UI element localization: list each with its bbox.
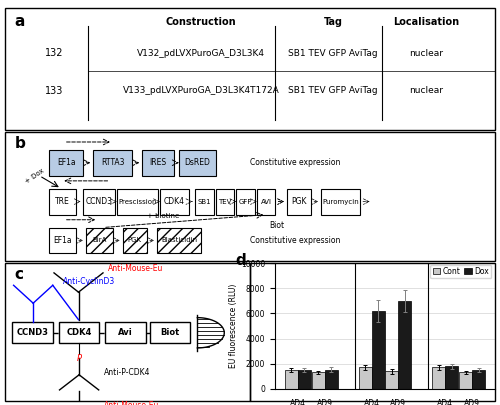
Text: Anti-CyclinD3: Anti-CyclinD3: [62, 277, 115, 286]
Bar: [358, 367, 372, 389]
FancyBboxPatch shape: [257, 189, 276, 215]
Text: GFP: GFP: [239, 198, 252, 205]
Bar: [432, 367, 446, 389]
Text: Anti-Mouse-Eu: Anti-Mouse-Eu: [108, 264, 164, 273]
Text: Anti-P-CDK4: Anti-P-CDK4: [104, 367, 150, 377]
FancyBboxPatch shape: [93, 150, 132, 176]
FancyBboxPatch shape: [49, 150, 84, 176]
Bar: [298, 370, 311, 389]
Text: Localisation: Localisation: [394, 17, 460, 27]
Text: + Dox: + Dox: [24, 167, 46, 184]
Text: CDK4: CDK4: [66, 328, 92, 337]
Text: EF1a: EF1a: [54, 236, 72, 245]
Bar: [372, 311, 384, 389]
FancyBboxPatch shape: [84, 189, 115, 215]
Text: CDK4: CDK4: [164, 197, 185, 206]
FancyBboxPatch shape: [49, 228, 76, 254]
Text: Constitutive expression: Constitutive expression: [250, 158, 340, 167]
FancyBboxPatch shape: [116, 189, 158, 215]
FancyBboxPatch shape: [321, 189, 360, 215]
Text: Avi: Avi: [118, 328, 133, 337]
Text: Prescission: Prescission: [118, 198, 157, 205]
Text: Blasticidin: Blasticidin: [161, 237, 197, 243]
Bar: [312, 373, 324, 389]
Text: CCND3: CCND3: [16, 328, 48, 337]
Text: 133: 133: [45, 86, 63, 96]
Text: SB1 TEV GFP AviTag: SB1 TEV GFP AviTag: [288, 86, 378, 95]
Text: Tag: Tag: [324, 17, 343, 27]
FancyBboxPatch shape: [179, 150, 216, 176]
Text: EF1a: EF1a: [57, 158, 76, 167]
Text: DsRED: DsRED: [184, 158, 210, 167]
Bar: [446, 366, 458, 389]
Text: AVI: AVI: [260, 198, 272, 205]
FancyBboxPatch shape: [86, 228, 113, 254]
FancyBboxPatch shape: [12, 322, 53, 343]
Text: Constitutive expression: Constitutive expression: [250, 236, 340, 245]
FancyBboxPatch shape: [49, 189, 76, 215]
Text: SB1 TEV GFP AviTag: SB1 TEV GFP AviTag: [288, 49, 378, 58]
Text: P: P: [76, 354, 82, 363]
Bar: [398, 301, 411, 389]
Bar: [472, 370, 485, 389]
Bar: [459, 373, 472, 389]
FancyBboxPatch shape: [236, 189, 255, 215]
Text: IRES: IRES: [150, 158, 166, 167]
Text: Biot: Biot: [270, 221, 284, 230]
Text: SB1: SB1: [198, 198, 211, 205]
Bar: [285, 370, 298, 389]
Text: Construction: Construction: [166, 17, 236, 27]
Text: a: a: [15, 14, 25, 29]
Text: BirA: BirA: [92, 237, 106, 243]
Text: PGK: PGK: [128, 237, 142, 243]
Text: V133_pdLVXPuroGA_D3L3K4T172A: V133_pdLVXPuroGA_D3L3K4T172A: [122, 86, 280, 95]
Text: PGK: PGK: [291, 197, 307, 206]
FancyBboxPatch shape: [216, 189, 234, 215]
Text: Puromycin: Puromycin: [322, 198, 359, 205]
FancyBboxPatch shape: [160, 189, 189, 215]
FancyBboxPatch shape: [195, 189, 214, 215]
FancyBboxPatch shape: [287, 189, 311, 215]
FancyBboxPatch shape: [142, 150, 174, 176]
Text: c: c: [15, 267, 24, 282]
Text: TRE: TRE: [55, 197, 70, 206]
Text: nuclear: nuclear: [410, 86, 444, 95]
Text: nuclear: nuclear: [410, 49, 444, 58]
Text: d: d: [236, 253, 246, 268]
Legend: Cont, Dox: Cont, Dox: [430, 264, 491, 278]
Text: TEV: TEV: [218, 198, 232, 205]
Text: 132: 132: [45, 48, 63, 58]
Y-axis label: EU fluorescence (RLU): EU fluorescence (RLU): [229, 284, 238, 368]
Text: b: b: [15, 136, 26, 151]
FancyBboxPatch shape: [106, 322, 146, 343]
Text: Anti-Mouse-Eu: Anti-Mouse-Eu: [104, 401, 159, 405]
FancyBboxPatch shape: [122, 228, 147, 254]
FancyBboxPatch shape: [150, 322, 190, 343]
Text: V132_pdLVXPuroGA_D3L3K4: V132_pdLVXPuroGA_D3L3K4: [137, 49, 265, 58]
Text: Biot: Biot: [160, 328, 180, 337]
Text: CCND3: CCND3: [86, 197, 113, 206]
Bar: [324, 370, 338, 389]
FancyBboxPatch shape: [59, 322, 100, 343]
Text: + biotine: + biotine: [147, 213, 180, 220]
Text: RTTA3: RTTA3: [101, 158, 124, 167]
FancyBboxPatch shape: [157, 228, 201, 254]
Bar: [386, 371, 398, 389]
